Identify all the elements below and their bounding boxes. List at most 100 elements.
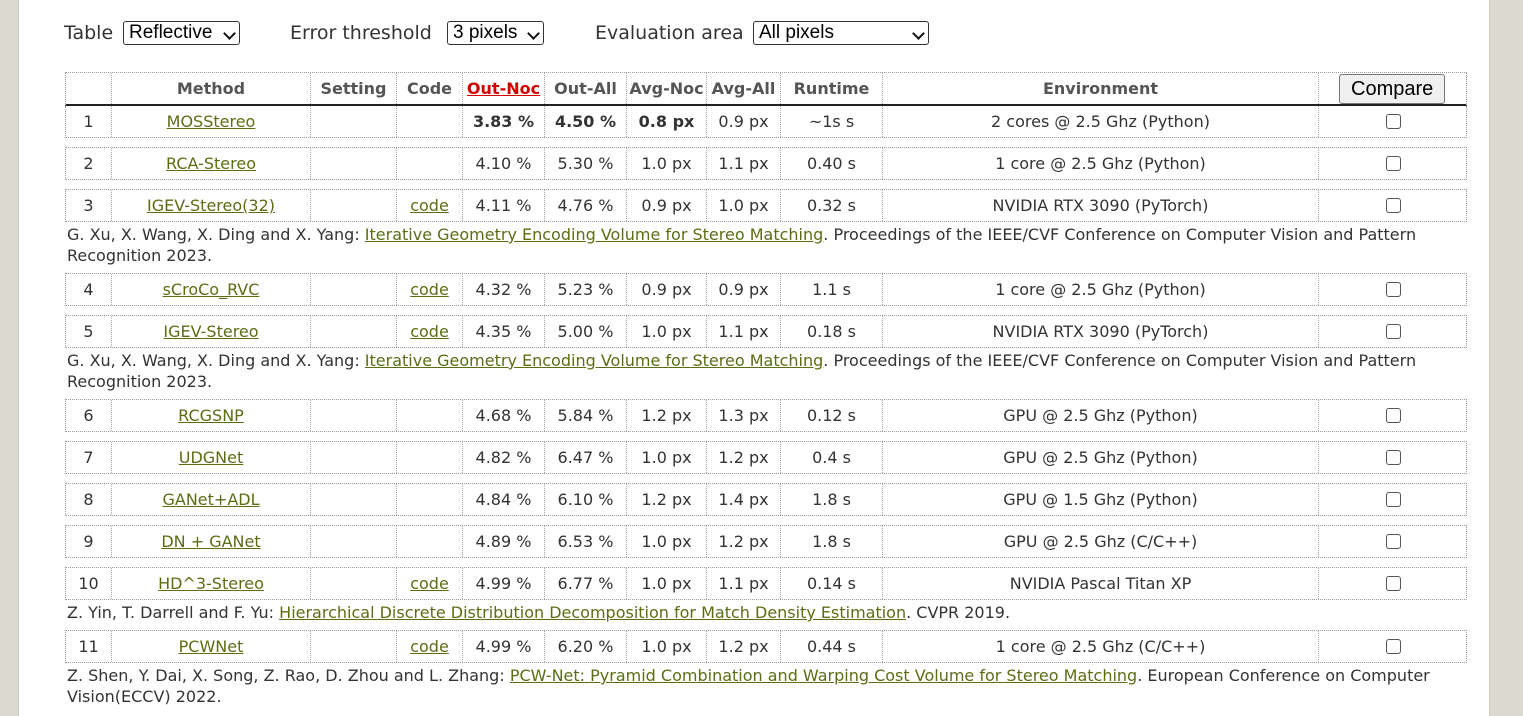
avg-noc-cell: 1.0 px	[626, 442, 706, 473]
method-link[interactable]: UDGNet	[178, 448, 244, 467]
code-link[interactable]: code	[410, 196, 449, 215]
compare-checkbox[interactable]	[1386, 198, 1401, 213]
compare-checkbox[interactable]	[1386, 534, 1401, 549]
method-link[interactable]: IGEV-Stereo	[163, 322, 259, 341]
runtime-cell: 1.1 s	[780, 274, 882, 305]
runtime-cell: 0.44 s	[780, 631, 882, 662]
compare-checkbox[interactable]	[1386, 576, 1401, 591]
header-setting[interactable]: Setting	[310, 73, 396, 104]
code-link[interactable]: code	[410, 574, 449, 593]
header-runtime[interactable]: Runtime	[780, 73, 882, 104]
citation-venue: . European Conference on Computer Vision…	[67, 666, 1430, 706]
citation-authors: G. Xu, X. Wang, X. Ding and X. Yang:	[67, 351, 365, 370]
header-method[interactable]: Method	[111, 73, 310, 104]
code-link[interactable]: code	[410, 637, 449, 656]
rank-cell: 8	[83, 490, 94, 509]
paper-link[interactable]: Hierarchical Discrete Distribution Decom…	[279, 603, 907, 622]
setting-cell	[310, 442, 396, 473]
method-link[interactable]: RCGSNP	[178, 406, 244, 425]
table-row: 4 sCroCo_RVC code 4.32 % 5.23 % 0.9 px 0.9 px 1…	[65, 273, 1467, 306]
method-link[interactable]: sCroCo_RVC	[162, 280, 260, 299]
header-out-all[interactable]: Out-All	[544, 73, 626, 104]
method-link[interactable]: GANet+ADL	[162, 490, 260, 509]
citation: G. Xu, X. Wang, X. Ding and X. Yang: Ite…	[65, 348, 1467, 392]
runtime-cell: 1.8 s	[780, 526, 882, 557]
table-row: 2 RCA-Stereo 4.10 % 5.30 % 1.0 px 1.1 px 0.40 …	[65, 147, 1467, 180]
avg-noc-cell: 1.0 px	[626, 148, 706, 179]
code-link[interactable]: code	[410, 280, 449, 299]
paper-link[interactable]: Iterative Geometry Encoding Volume for S…	[364, 351, 824, 370]
threshold-select-value: 3 pixels	[453, 22, 518, 43]
table-row: 6 RCGSNP 4.68 % 5.84 % 1.2 px 1.3 px 0.12 s GPU…	[65, 399, 1467, 432]
out-noc-cell: 4.10 %	[462, 148, 544, 179]
out-all-cell: 6.53 %	[544, 526, 626, 557]
table-header: Method Setting Code Out-Noc Out-All Avg-…	[65, 72, 1467, 106]
table-select[interactable]: Reflective	[123, 21, 240, 45]
method-link[interactable]: IGEV-Stereo(32)	[147, 196, 275, 215]
citation: Z. Yin, T. Darrell and F. Yu: Hierarchic…	[65, 600, 1467, 623]
avg-all-cell: 1.2 px	[706, 631, 780, 662]
table-select-value: Reflective	[129, 22, 213, 43]
runtime-cell: 0.32 s	[780, 190, 882, 221]
out-all-cell: 6.47 %	[544, 442, 626, 473]
compare-checkbox[interactable]	[1386, 408, 1401, 423]
setting-cell	[310, 484, 396, 515]
table-row: 10 HD^3-Stereo code 4.99 % 6.77 % 1.0 px 1.1 p…	[65, 567, 1467, 600]
rank-cell: 5	[83, 322, 94, 341]
avg-noc-cell: 1.0 px	[626, 568, 706, 599]
threshold-select[interactable]: 3 pixels	[447, 21, 544, 45]
out-noc-cell: 3.83 %	[462, 106, 544, 137]
environment-cell: 2 cores @ 2.5 Ghz (Python)	[882, 106, 1318, 137]
compare-checkbox[interactable]	[1386, 639, 1401, 654]
threshold-filter-label: Error threshold	[290, 22, 432, 44]
citation-authors: G. Xu, X. Wang, X. Ding and X. Yang:	[67, 225, 365, 244]
out-noc-cell: 4.82 %	[462, 442, 544, 473]
avg-all-cell: 1.1 px	[706, 316, 780, 347]
avg-noc-cell: 0.9 px	[626, 190, 706, 221]
setting-cell	[310, 274, 396, 305]
area-select-value: All pixels	[759, 22, 834, 43]
compare-checkbox[interactable]	[1386, 492, 1401, 507]
avg-all-cell: 1.1 px	[706, 568, 780, 599]
header-code[interactable]: Code	[396, 73, 462, 104]
method-link[interactable]: HD^3-Stereo	[158, 574, 264, 593]
table-filter-label: Table	[64, 22, 114, 44]
compare-checkbox[interactable]	[1386, 324, 1401, 339]
code-link[interactable]: code	[410, 322, 449, 341]
method-link[interactable]: MOSStereo	[166, 112, 256, 131]
setting-cell	[310, 526, 396, 557]
header-environment[interactable]: Environment	[882, 73, 1318, 104]
content-panel: Table Reflective Error threshold 3 pixel…	[18, 0, 1490, 716]
out-all-cell: 5.30 %	[544, 148, 626, 179]
chevron-down-icon	[527, 27, 540, 40]
compare-checkbox[interactable]	[1386, 282, 1401, 297]
compare-checkbox[interactable]	[1386, 114, 1401, 129]
header-avg-noc[interactable]: Avg-Noc	[626, 73, 706, 104]
header-avg-all[interactable]: Avg-All	[706, 73, 780, 104]
avg-noc-cell: 1.0 px	[626, 526, 706, 557]
area-select[interactable]: All pixels	[753, 21, 929, 45]
compare-button[interactable]: Compare	[1339, 74, 1446, 104]
method-link[interactable]: DN + GANet	[161, 532, 261, 551]
setting-cell	[310, 568, 396, 599]
method-link[interactable]: RCA-Stereo	[166, 154, 256, 173]
compare-checkbox[interactable]	[1386, 450, 1401, 465]
setting-cell	[310, 148, 396, 179]
environment-cell: NVIDIA RTX 3090 (PyTorch)	[882, 316, 1318, 347]
method-link[interactable]: PCWNet	[178, 637, 244, 656]
area-filter-label: Evaluation area	[595, 22, 744, 44]
avg-all-cell: 0.9 px	[706, 106, 780, 137]
out-noc-cell: 4.99 %	[462, 568, 544, 599]
table-row: 3 IGEV-Stereo(32) code 4.11 % 4.76 % 0.9 px 1.…	[65, 189, 1467, 222]
header-out-noc[interactable]: Out-Noc	[466, 79, 541, 98]
avg-all-cell: 1.1 px	[706, 148, 780, 179]
avg-noc-cell: 0.8 px	[626, 106, 706, 137]
environment-cell: 1 core @ 2.5 Ghz (C/C++)	[882, 631, 1318, 662]
out-noc-cell: 4.32 %	[462, 274, 544, 305]
paper-link[interactable]: PCW-Net: Pyramid Combination and Warping…	[509, 666, 1138, 685]
setting-cell	[310, 316, 396, 347]
paper-link[interactable]: Iterative Geometry Encoding Volume for S…	[364, 225, 824, 244]
compare-checkbox[interactable]	[1386, 156, 1401, 171]
